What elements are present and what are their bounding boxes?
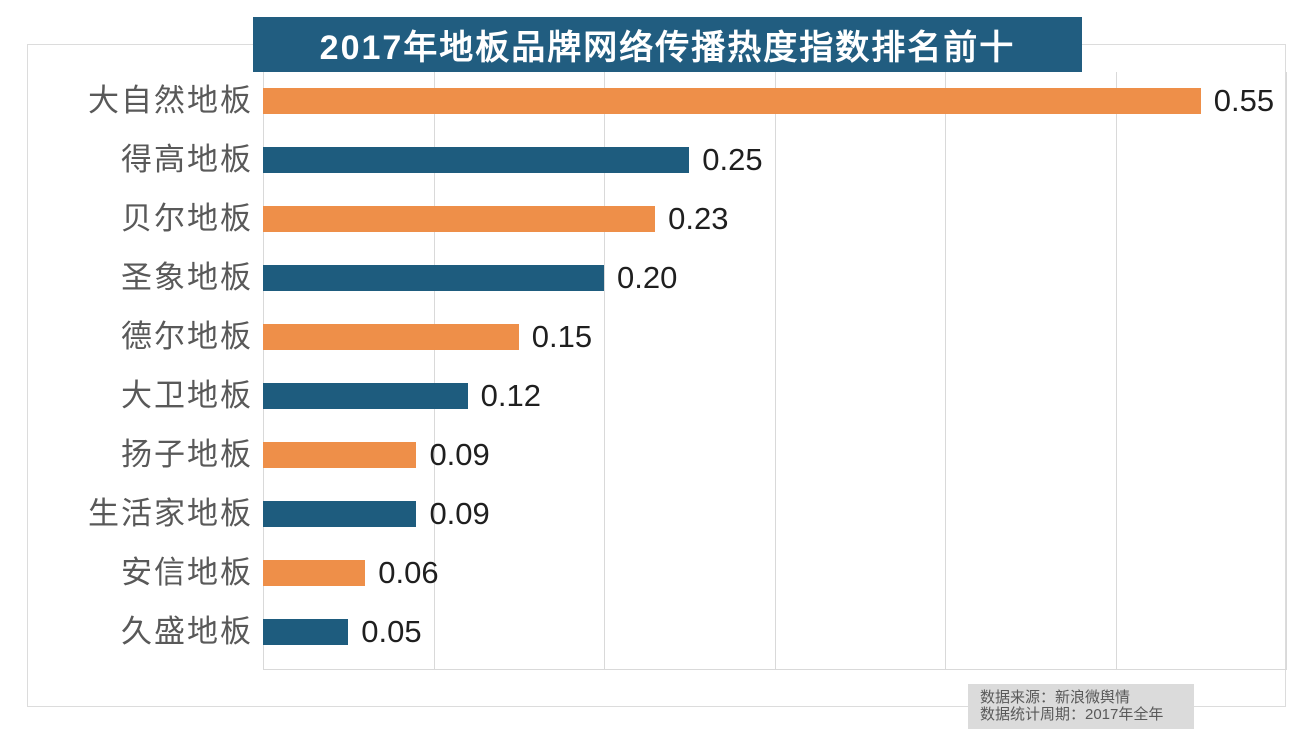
data-source-line: 数据来源：新浪微舆情 <box>980 689 1131 706</box>
bar-row: 大卫地板 0.12 <box>0 378 1314 413</box>
bar <box>263 206 656 232</box>
value-label: 0.15 <box>531 319 593 354</box>
value-label: 0.55 <box>1213 83 1275 118</box>
bar <box>263 442 417 468</box>
y-axis-line <box>263 72 264 670</box>
category-label: 贝尔地板 <box>121 201 253 236</box>
value-label: 0.09 <box>429 496 490 531</box>
data-period-line: 数据统计周期：2017年全年 <box>980 706 1164 723</box>
bar <box>263 383 468 409</box>
bar-row: 贝尔地板 0.23 <box>0 201 1314 236</box>
category-label: 得高地板 <box>121 142 253 177</box>
bar-row: 德尔地板 0.15 <box>0 319 1314 354</box>
value-label: 0.12 <box>480 378 541 413</box>
value-label: 0.05 <box>361 614 422 649</box>
value-label: 0.06 <box>378 555 439 590</box>
bar <box>263 324 519 350</box>
bar-row: 久盛地板 0.05 <box>0 614 1314 649</box>
value-label: 0.09 <box>429 437 490 472</box>
bar-row: 生活家地板 0.09 <box>0 496 1314 531</box>
value-label: 0.25 <box>702 142 763 177</box>
value-label: 0.20 <box>617 260 678 295</box>
gridline-x-0.2 <box>604 72 605 670</box>
category-label: 扬子地板 <box>121 437 253 472</box>
category-label: 久盛地板 <box>121 614 253 649</box>
bar <box>263 265 604 291</box>
category-label: 大卫地板 <box>121 378 253 413</box>
category-label: 德尔地板 <box>121 319 253 354</box>
bar <box>263 619 349 645</box>
category-label: 圣象地板 <box>121 260 253 295</box>
plot-area <box>263 72 1287 670</box>
chart-title: 2017年地板品牌网络传播热度指数排名前十 <box>253 17 1082 72</box>
bar <box>263 560 366 586</box>
bar-row: 扬子地板 0.09 <box>0 437 1314 472</box>
bar-row: 安信地板 0.06 <box>0 555 1314 590</box>
gridline-x-0.4 <box>945 72 946 670</box>
data-source-note: 数据来源：新浪微舆情 数据统计周期：2017年全年 <box>968 684 1194 729</box>
bar <box>263 147 690 173</box>
bar <box>263 88 1201 114</box>
gridline-x-0.5 <box>1115 72 1117 670</box>
gridline-x-0.6 <box>1286 72 1287 670</box>
category-label: 生活家地板 <box>88 496 253 531</box>
bar <box>263 501 417 527</box>
bar-row: 大自然地板 0.55 <box>0 83 1314 118</box>
bar-row: 得高地板 0.25 <box>0 142 1314 177</box>
value-label: 0.23 <box>668 201 729 236</box>
category-label: 大自然地板 <box>88 83 253 118</box>
gridline-x-0.3 <box>774 72 776 670</box>
bar-row: 圣象地板 0.20 <box>0 260 1314 295</box>
gridline-x-0.1 <box>433 72 435 670</box>
category-label: 安信地板 <box>121 555 253 590</box>
